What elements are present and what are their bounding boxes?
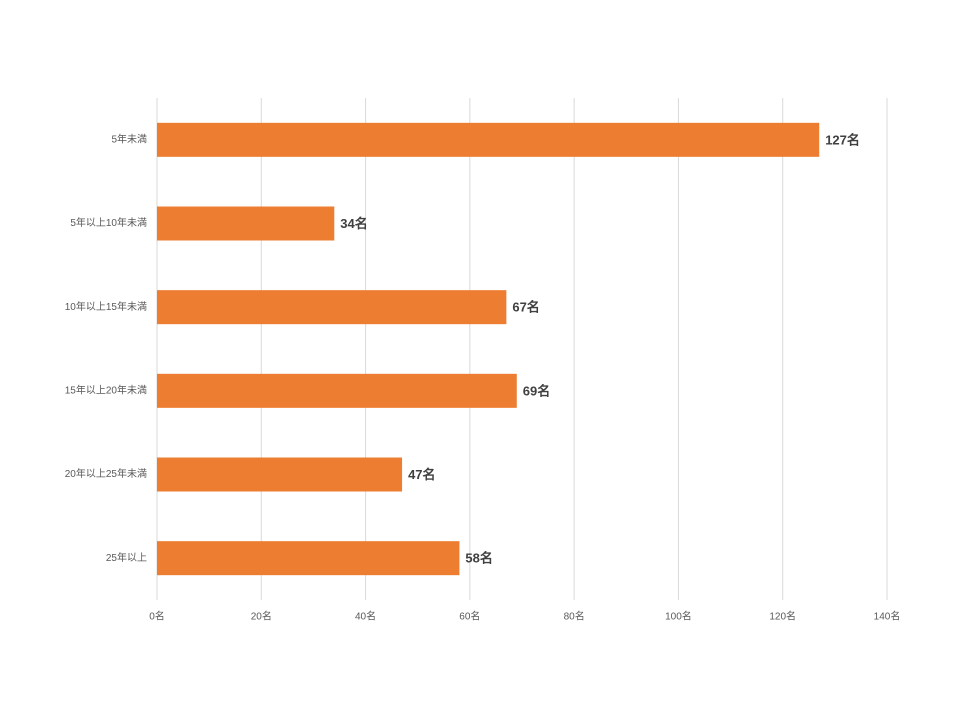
y-tick-label: 15年以上20年未満 [65, 383, 147, 396]
y-tick-label: 5年以上10年未満 [70, 216, 147, 229]
value-label: 69名 [523, 383, 550, 398]
x-tick-label: 60名 [459, 610, 480, 623]
value-label: 127名 [825, 132, 860, 147]
bar [157, 206, 335, 241]
y-tick-label: 10年以上15年未満 [65, 300, 147, 313]
y-tick-label: 5年未満 [111, 132, 147, 145]
value-label: 67名 [512, 300, 539, 315]
x-tick-label: 0名 [149, 610, 165, 623]
x-tick-label: 20名 [251, 610, 272, 623]
value-label: 58名 [465, 551, 492, 566]
x-tick-label: 80名 [564, 610, 585, 623]
bar [157, 122, 820, 157]
bar [157, 290, 507, 325]
bar [157, 373, 517, 408]
y-tick-label: 20年以上25年未満 [65, 467, 147, 480]
value-label: 47名 [408, 467, 435, 482]
value-label: 34名 [340, 216, 367, 231]
x-tick-label: 40名 [355, 610, 376, 623]
bar [157, 541, 460, 576]
x-tick-label: 140名 [874, 610, 901, 623]
y-tick-label: 25年以上 [106, 551, 147, 564]
x-tick-label: 120名 [769, 610, 796, 623]
bar [157, 457, 403, 492]
x-tick-label: 100名 [665, 610, 692, 623]
